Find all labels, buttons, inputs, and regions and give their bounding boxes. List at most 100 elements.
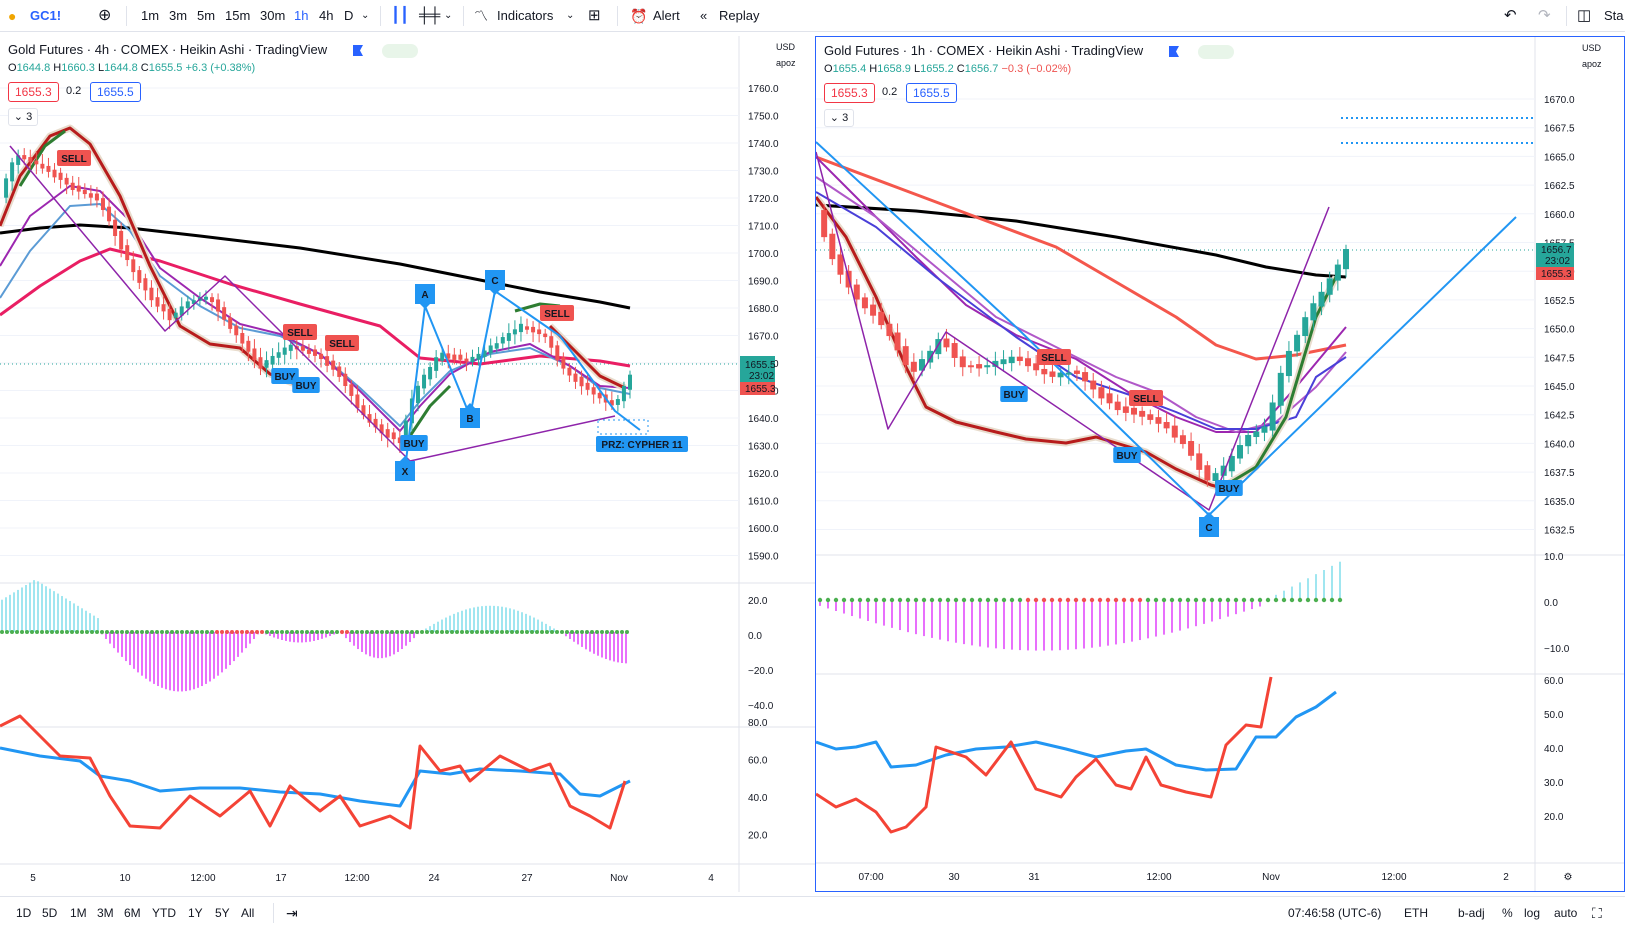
range-3m[interactable]: 3M — [97, 906, 114, 920]
chevron-down-icon[interactable]: ⌄ — [444, 10, 453, 21]
candle-body — [88, 193, 93, 198]
interval-30m[interactable]: 30m — [260, 8, 286, 23]
sell-price-button[interactable]: 1655.3 — [824, 83, 875, 103]
collapse-indicators-button[interactable]: ⌄ 3 — [824, 109, 854, 127]
squeeze-dot — [1057, 597, 1063, 603]
candle-body — [125, 245, 130, 261]
range-1y[interactable]: 1Y — [188, 906, 203, 920]
divider — [463, 6, 464, 26]
change-value: −0.3 (−0.02%) — [1001, 63, 1072, 75]
squeeze-dot — [435, 630, 439, 634]
squeeze-dot — [605, 630, 609, 634]
range-1d[interactable]: 1D — [16, 906, 32, 920]
candle-body — [555, 345, 560, 361]
buy-price-button[interactable]: 1655.5 — [90, 82, 141, 102]
scale-mode[interactable]: apoz — [776, 58, 796, 68]
currency-selector[interactable]: USD — [776, 42, 796, 52]
candle-body — [325, 356, 330, 366]
range-1m[interactable]: 1M — [70, 906, 87, 920]
interval-5m[interactable]: 5m — [197, 8, 216, 23]
indicators-icon[interactable]: 〽 — [474, 8, 488, 24]
alarm-icon[interactable]: ⏰ — [630, 8, 648, 24]
squeeze-dot — [65, 630, 69, 634]
interval-15m[interactable]: 15m — [225, 8, 251, 23]
range-5d[interactable]: 5D — [42, 906, 58, 920]
candle-body — [276, 352, 281, 358]
rsi-line — [816, 676, 1273, 834]
scale-mode[interactable]: apoz — [1582, 59, 1602, 69]
redo-icon[interactable]: ↷ — [1538, 7, 1551, 24]
rewind-icon[interactable]: « — [700, 8, 708, 23]
interval-1m[interactable]: 1m — [141, 8, 160, 23]
squeeze-dot — [475, 630, 479, 634]
range-ytd[interactable]: YTD — [152, 906, 176, 920]
squeeze-dot — [440, 630, 444, 634]
bar-style-icon[interactable]: ┃┃ — [391, 7, 410, 24]
squeeze-dot — [865, 597, 871, 603]
squeeze-dot — [230, 630, 234, 634]
chart-pane-1h[interactable]: 1670.01667.51665.01662.51660.01657.51655… — [815, 36, 1625, 892]
candle-body — [131, 259, 136, 273]
currency-selector[interactable]: USD — [1582, 43, 1602, 53]
flag-icon[interactable] — [1169, 46, 1179, 57]
spread-value: 0.2 — [66, 85, 82, 97]
replay-button[interactable]: Replay — [719, 8, 760, 23]
squeeze-dot — [545, 630, 549, 634]
templates-icon[interactable]: ⊞ — [588, 7, 601, 24]
back-adjust-toggle[interactable]: b-adj — [1458, 906, 1485, 920]
candle-body — [258, 357, 263, 369]
interval-1h[interactable]: 1h — [294, 8, 309, 23]
divider — [273, 903, 274, 923]
candle-body — [951, 343, 958, 358]
log-toggle[interactable]: log — [1524, 906, 1541, 920]
candle-style-icon[interactable]: ╪╪ — [419, 7, 441, 24]
range-6m[interactable]: 6M — [124, 906, 141, 920]
squeeze-dot — [165, 630, 169, 634]
percent-toggle[interactable]: % — [1502, 906, 1513, 920]
chart-canvas-1h[interactable]: 1670.01667.51665.01662.51660.01657.51655… — [816, 37, 1624, 891]
interval-d[interactable]: D — [344, 8, 354, 23]
chevron-down-icon[interactable]: ⌄ — [566, 10, 575, 21]
range-all[interactable]: All — [241, 906, 255, 920]
symbol-search[interactable]: GC1! — [30, 8, 62, 23]
indicators-button[interactable]: Indicators — [497, 8, 554, 23]
candle-body — [853, 284, 860, 300]
squeeze-dot — [555, 630, 559, 634]
sell-signal-bg — [1037, 349, 1071, 365]
fullscreen-icon[interactable]: ⛶ — [1592, 905, 1602, 921]
squeeze-dot — [315, 630, 319, 634]
undo-icon[interactable]: ↶ — [1504, 7, 1517, 24]
chevron-down-icon[interactable]: ⌄ — [361, 10, 370, 21]
collapse-indicators-button[interactable]: ⌄ 3 — [8, 108, 38, 126]
buy-price-button[interactable]: 1655.5 — [906, 83, 957, 103]
goto-date-icon[interactable]: ⇥ — [286, 905, 298, 921]
sell-price-button[interactable]: 1655.3 — [8, 82, 59, 102]
candle-body — [458, 354, 463, 360]
squeeze-dot — [1193, 597, 1199, 603]
alert-button[interactable]: Alert — [653, 8, 680, 23]
interval-4h[interactable]: 4h — [319, 8, 334, 23]
flag-icon[interactable] — [353, 45, 363, 56]
candle-body — [464, 358, 469, 362]
squeeze-dot — [85, 630, 89, 634]
session-toggle[interactable]: ETH — [1404, 906, 1428, 920]
start-button[interactable]: Sta — [1604, 8, 1624, 23]
range-5y[interactable]: 5Y — [215, 906, 230, 920]
squeeze-dot — [1257, 597, 1263, 603]
squeeze-dot — [1041, 597, 1047, 603]
clock[interactable]: 07:46:58 (UTC-6) — [1288, 906, 1382, 920]
pattern-point-x: X — [402, 467, 409, 478]
compare-add-icon[interactable]: ⊕ — [98, 7, 112, 24]
chart-canvas-4h[interactable]: 1760.01750.01740.01730.01720.01710.01700… — [0, 36, 819, 892]
candle-body — [573, 373, 578, 382]
layout-icon[interactable]: ◫ — [1577, 7, 1592, 24]
squeeze-dot — [1329, 597, 1335, 603]
candle-body — [246, 340, 251, 352]
interval-3m[interactable]: 3m — [169, 8, 188, 23]
candle-body — [1033, 363, 1040, 371]
squeeze-dot — [1289, 597, 1295, 603]
candle-body — [506, 333, 511, 341]
chart-pane-4h[interactable]: 1760.0 1750.0 1740.0 1730.0 1720.0 1710.0 1700… — [0, 36, 819, 892]
auto-toggle[interactable]: auto — [1554, 906, 1578, 920]
spread-value: 0.2 — [882, 86, 898, 98]
